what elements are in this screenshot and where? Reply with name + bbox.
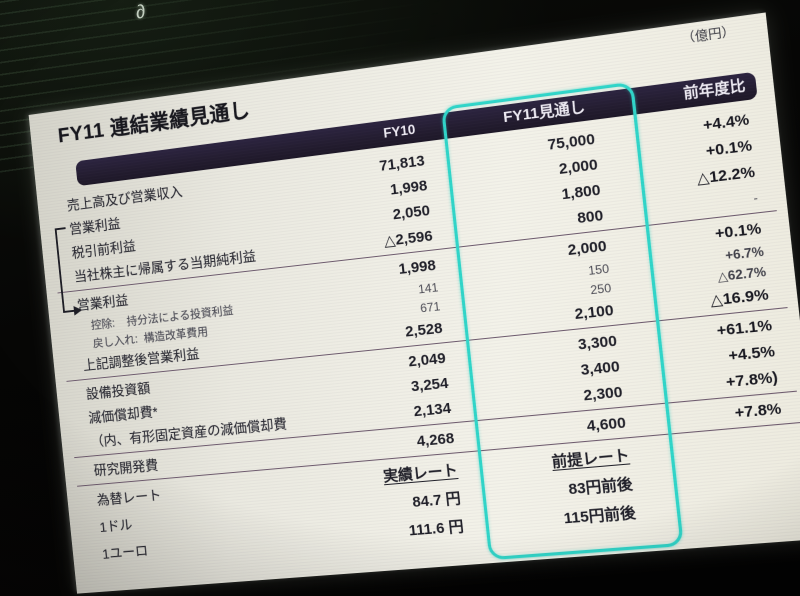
yoy-value: +7.8% (733, 399, 783, 422)
yoy-value: +61.1% (715, 316, 773, 340)
fy11-value: 1,800 (560, 180, 602, 203)
fy10-value: 671 (419, 298, 441, 315)
slide: FY11 連結業績見通し （億円） FY10 FY11見通し 前年度比 売上高及… (28, 12, 800, 594)
fy10-value: 3,254 (410, 374, 450, 395)
fy11-value: 2,300 (582, 382, 624, 404)
fy10-value: 84.7 円 (411, 490, 462, 511)
fy11-value: 250 (589, 280, 612, 297)
col-header-yoy: 前年度比 (682, 78, 747, 103)
yoy-value: - (752, 189, 759, 205)
results-table: FY10 FY11見通し 前年度比 売上高及び営業収入 71,813 75,00… (54, 71, 800, 568)
fy10-value: 実績レート (382, 461, 459, 486)
fy10-value: 141 (417, 279, 439, 296)
fy10-value: 111.6 円 (407, 518, 465, 540)
yoy-value: +4.5% (727, 342, 776, 365)
row-label: 営業利益 (76, 291, 129, 313)
fy10-value: 4,268 (415, 429, 456, 450)
row-label: 研究開発費 (93, 456, 159, 478)
yoy-value: +7.8%) (725, 368, 779, 391)
fy11-value: 前提レート (550, 446, 631, 471)
fy11-value: 150 (587, 260, 610, 278)
fy10-value: 2,049 (407, 349, 447, 370)
fy11-value: 2,100 (573, 301, 615, 323)
fy10-value: 1,998 (397, 256, 437, 278)
slide-content: FY11 連結業績見通し （億円） FY10 FY11見通し 前年度比 売上高及… (29, 12, 800, 593)
fy10-value: △2,596 (383, 226, 434, 250)
fy11-value: 75,000 (546, 130, 596, 154)
fy11-value: 3,400 (579, 357, 621, 379)
fy10-value: 2,050 (391, 201, 431, 223)
bracket-arrow-icon (73, 305, 83, 316)
yoy-value: +6.7% (724, 243, 765, 263)
fy10-value: 71,813 (378, 151, 426, 175)
yoy-value: +0.1% (714, 219, 763, 243)
fy10-value: 1,998 (389, 176, 429, 199)
row-label: 1ユーロ (101, 542, 149, 562)
fy10-value: 2,528 (404, 319, 444, 341)
yoy-value: △16.9% (709, 285, 770, 310)
fy11-value: 2,000 (557, 155, 599, 178)
fy11-value: 2,000 (566, 236, 608, 259)
col-header-fy10: FY10 (382, 121, 417, 141)
yoy-value: +4.4% (702, 110, 751, 134)
fy11-value: 83円前後 (567, 475, 634, 499)
table-rows: 売上高及び営業収入 71,813 75,000 +4.4% 営業利益 1,998… (57, 106, 800, 568)
row-label: 為替レート (96, 487, 162, 509)
fy10-value: 2,134 (412, 399, 452, 420)
fy11-value: 800 (576, 206, 605, 227)
yoy-value: +0.1% (704, 136, 753, 160)
row-label: 1ドル (98, 516, 134, 535)
yoy-value: △12.2% (696, 162, 756, 188)
fy11-value: 4,600 (585, 413, 627, 435)
col-header-fy11: FY11見通し (502, 98, 587, 127)
fy11-value: 3,300 (576, 331, 618, 354)
fy11-value: 115円前後 (562, 504, 637, 528)
